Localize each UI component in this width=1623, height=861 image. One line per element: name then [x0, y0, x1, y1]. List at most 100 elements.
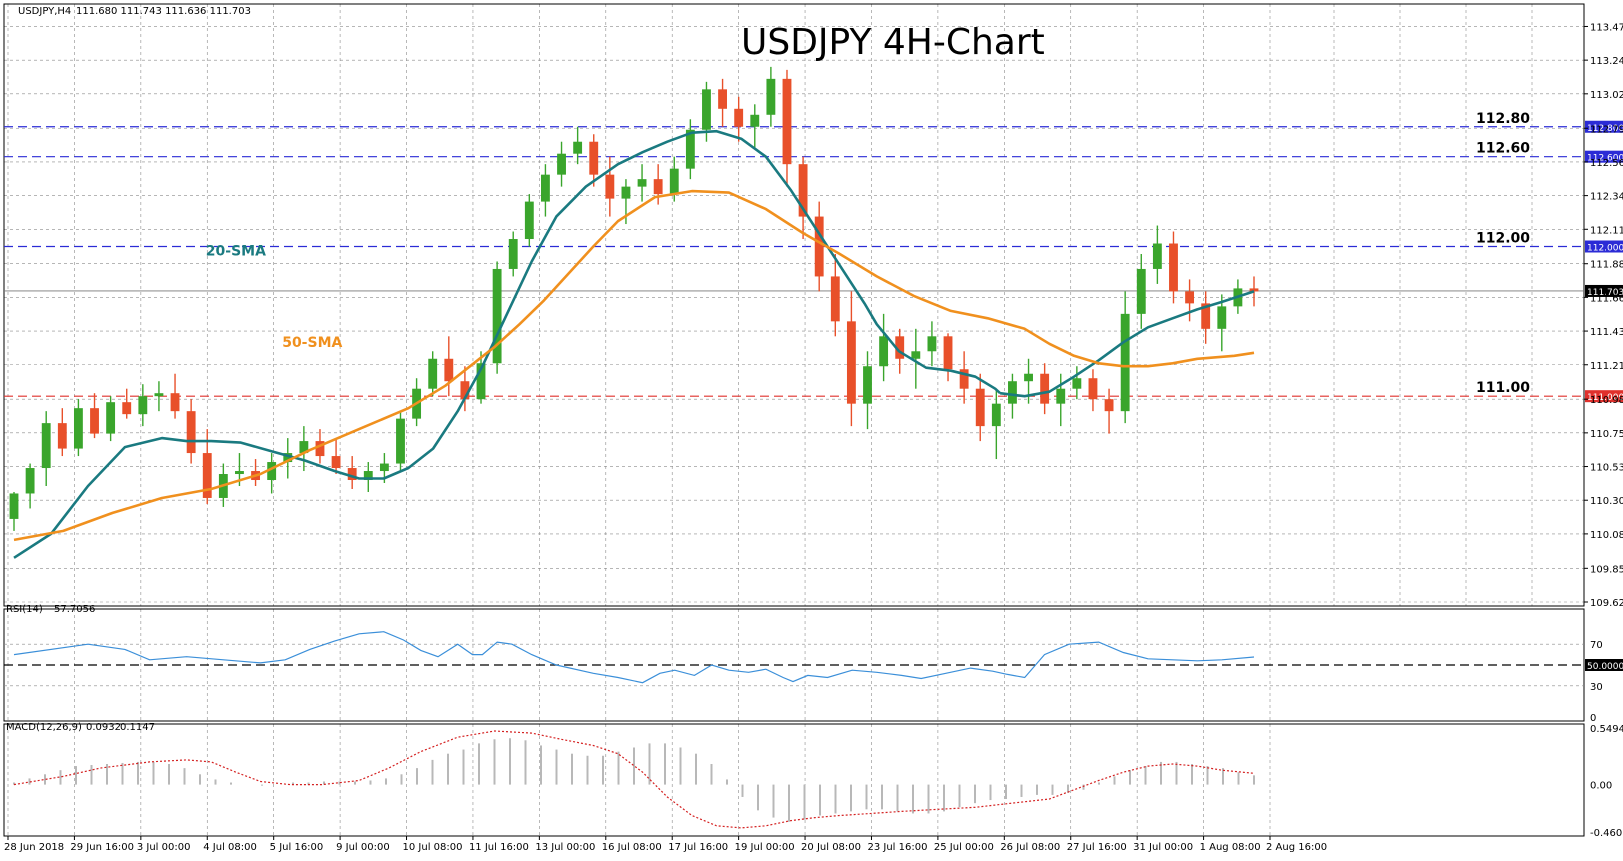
- candle-body: [315, 441, 325, 457]
- macd-header-main: 0.0932: [86, 722, 121, 733]
- x-tick-label: 9 Jul 00:00: [336, 842, 390, 853]
- y-tick-label: 110.530: [1590, 463, 1623, 474]
- candle-body: [685, 129, 695, 169]
- y-tick-label: 113.470: [1590, 22, 1623, 33]
- candle-body: [879, 336, 889, 367]
- candle-body: [90, 408, 99, 434]
- candle-body: [1120, 313, 1130, 412]
- candle-body: [122, 402, 132, 415]
- candle-body: [1088, 378, 1098, 400]
- chart-title: USDJPY 4H-Chart: [741, 22, 1045, 63]
- candle-body: [57, 423, 67, 449]
- candle-body: [927, 336, 937, 352]
- last-price-box-text: 111.703: [1587, 288, 1623, 298]
- macd-tick-label: -0.4601: [1590, 828, 1623, 839]
- level-label: 112.60: [1476, 141, 1530, 157]
- candle-body: [25, 468, 35, 494]
- level-price-box: [1585, 390, 1623, 403]
- candle-body: [138, 396, 148, 415]
- y-tick-label: 111.885: [1590, 260, 1623, 271]
- candle-body: [396, 418, 405, 464]
- candle-body: [1201, 303, 1211, 329]
- candle-body: [235, 471, 244, 475]
- candle-body: [1008, 381, 1017, 404]
- y-tick-label: 109.850: [1590, 564, 1623, 575]
- annotation-label: 20-SMA: [206, 243, 266, 259]
- level-price-box: [1585, 120, 1623, 133]
- candle-body: [299, 441, 309, 454]
- level-price-box-text: 111.000: [1587, 393, 1623, 403]
- candle-body: [1152, 243, 1162, 269]
- candle-body: [1024, 373, 1033, 382]
- x-tick-label: 27 Jul 16:00: [1067, 842, 1127, 853]
- rsi-tick-label: 30: [1590, 682, 1603, 693]
- macd-panel: 0.5494 0.00 -0.4601: [13, 724, 1623, 839]
- candle-body: [186, 411, 196, 454]
- candle-body: [541, 174, 550, 202]
- level-lines: 112.80 112.800 112.60 112.600 112.00 112.000 1…: [4, 111, 1623, 403]
- candle-body: [476, 363, 486, 400]
- candle-body: [347, 468, 357, 481]
- candle-body: [524, 201, 534, 240]
- y-tick-label: 110.305: [1590, 496, 1623, 507]
- candle-body: [573, 141, 583, 154]
- y-tick-label: 113.245: [1590, 56, 1623, 67]
- candle-body: [1056, 388, 1066, 404]
- rsi-panel: 70 50.0000 30 0: [4, 631, 1623, 724]
- level-price-box-text: 112.000: [1587, 244, 1623, 254]
- candle-body: [846, 321, 856, 404]
- rsi-header-value: 57.7056: [54, 604, 95, 615]
- candle-body: [734, 108, 744, 127]
- y-tick-label: 112.340: [1590, 192, 1623, 203]
- axes-labels: 28 Jun 2018 29 Jun 16:00 3 Jul 00:00 4 Jul …: [4, 22, 1623, 853]
- grid-layer: [4, 4, 1584, 836]
- candle-body: [1169, 243, 1178, 292]
- y-tick-label: 112.115: [1590, 225, 1623, 236]
- y-tick-label: 110.080: [1590, 530, 1623, 541]
- y-tick-label: 111.210: [1590, 361, 1623, 372]
- candle-body: [798, 164, 808, 217]
- candle-body: [621, 186, 631, 199]
- candle-body: [267, 462, 277, 481]
- y-tick-label: 111.435: [1590, 327, 1623, 338]
- x-tick-label: 16 Jul 08:00: [602, 842, 662, 853]
- macd-tick-label: 0.00: [1590, 781, 1612, 792]
- candle-body: [9, 493, 19, 519]
- level-price-box-text: 112.800: [1587, 124, 1623, 134]
- panel-frames: [3, 3, 1585, 837]
- x-tick-label: 3 Jul 00:00: [137, 842, 191, 853]
- candle-body: [782, 78, 792, 165]
- candle-body: [444, 358, 454, 382]
- rsi-tick-label: 0: [1590, 713, 1596, 724]
- x-tick-label: 4 Jul 08:00: [203, 842, 257, 853]
- x-tick-label: 11 Jul 16:00: [469, 842, 529, 853]
- candle-body: [1072, 378, 1082, 389]
- x-tick-label: 31 Jul 00:00: [1133, 842, 1193, 853]
- price-panel-frame: [3, 3, 1585, 607]
- sma-line: [13, 129, 1001, 559]
- x-tick-label: 5 Jul 16:00: [270, 842, 324, 853]
- candle-body: [331, 456, 341, 469]
- rsi-level-box: [1585, 659, 1623, 671]
- price-header-values: 111.680 111.743 111.636 111.703: [76, 6, 251, 17]
- x-tick-label: 1 Aug 08:00: [1200, 842, 1261, 853]
- x-tick-label: 19 Jul 00:00: [735, 842, 795, 853]
- candle-body: [959, 369, 969, 389]
- rsi-header-name: RSI(14): [6, 604, 43, 615]
- candle-body: [460, 381, 470, 400]
- candle-body: [379, 463, 389, 472]
- y-tick-label: 110.755: [1590, 429, 1623, 440]
- candle-body: [170, 393, 180, 412]
- x-tick-label: 13 Jul 00:00: [535, 842, 595, 853]
- text-labels: USDJPY,H4 111.680 111.743 111.636 111.70…: [6, 6, 1045, 733]
- candle-body: [1185, 291, 1195, 304]
- candle-body: [106, 402, 116, 434]
- price-series: [9, 66, 1259, 531]
- candle-body: [1104, 399, 1114, 412]
- candle-body: [154, 393, 164, 397]
- sma-line: [999, 290, 1255, 398]
- candle-body: [669, 168, 679, 195]
- candle-body: [1040, 373, 1050, 404]
- candle-body: [202, 453, 212, 498]
